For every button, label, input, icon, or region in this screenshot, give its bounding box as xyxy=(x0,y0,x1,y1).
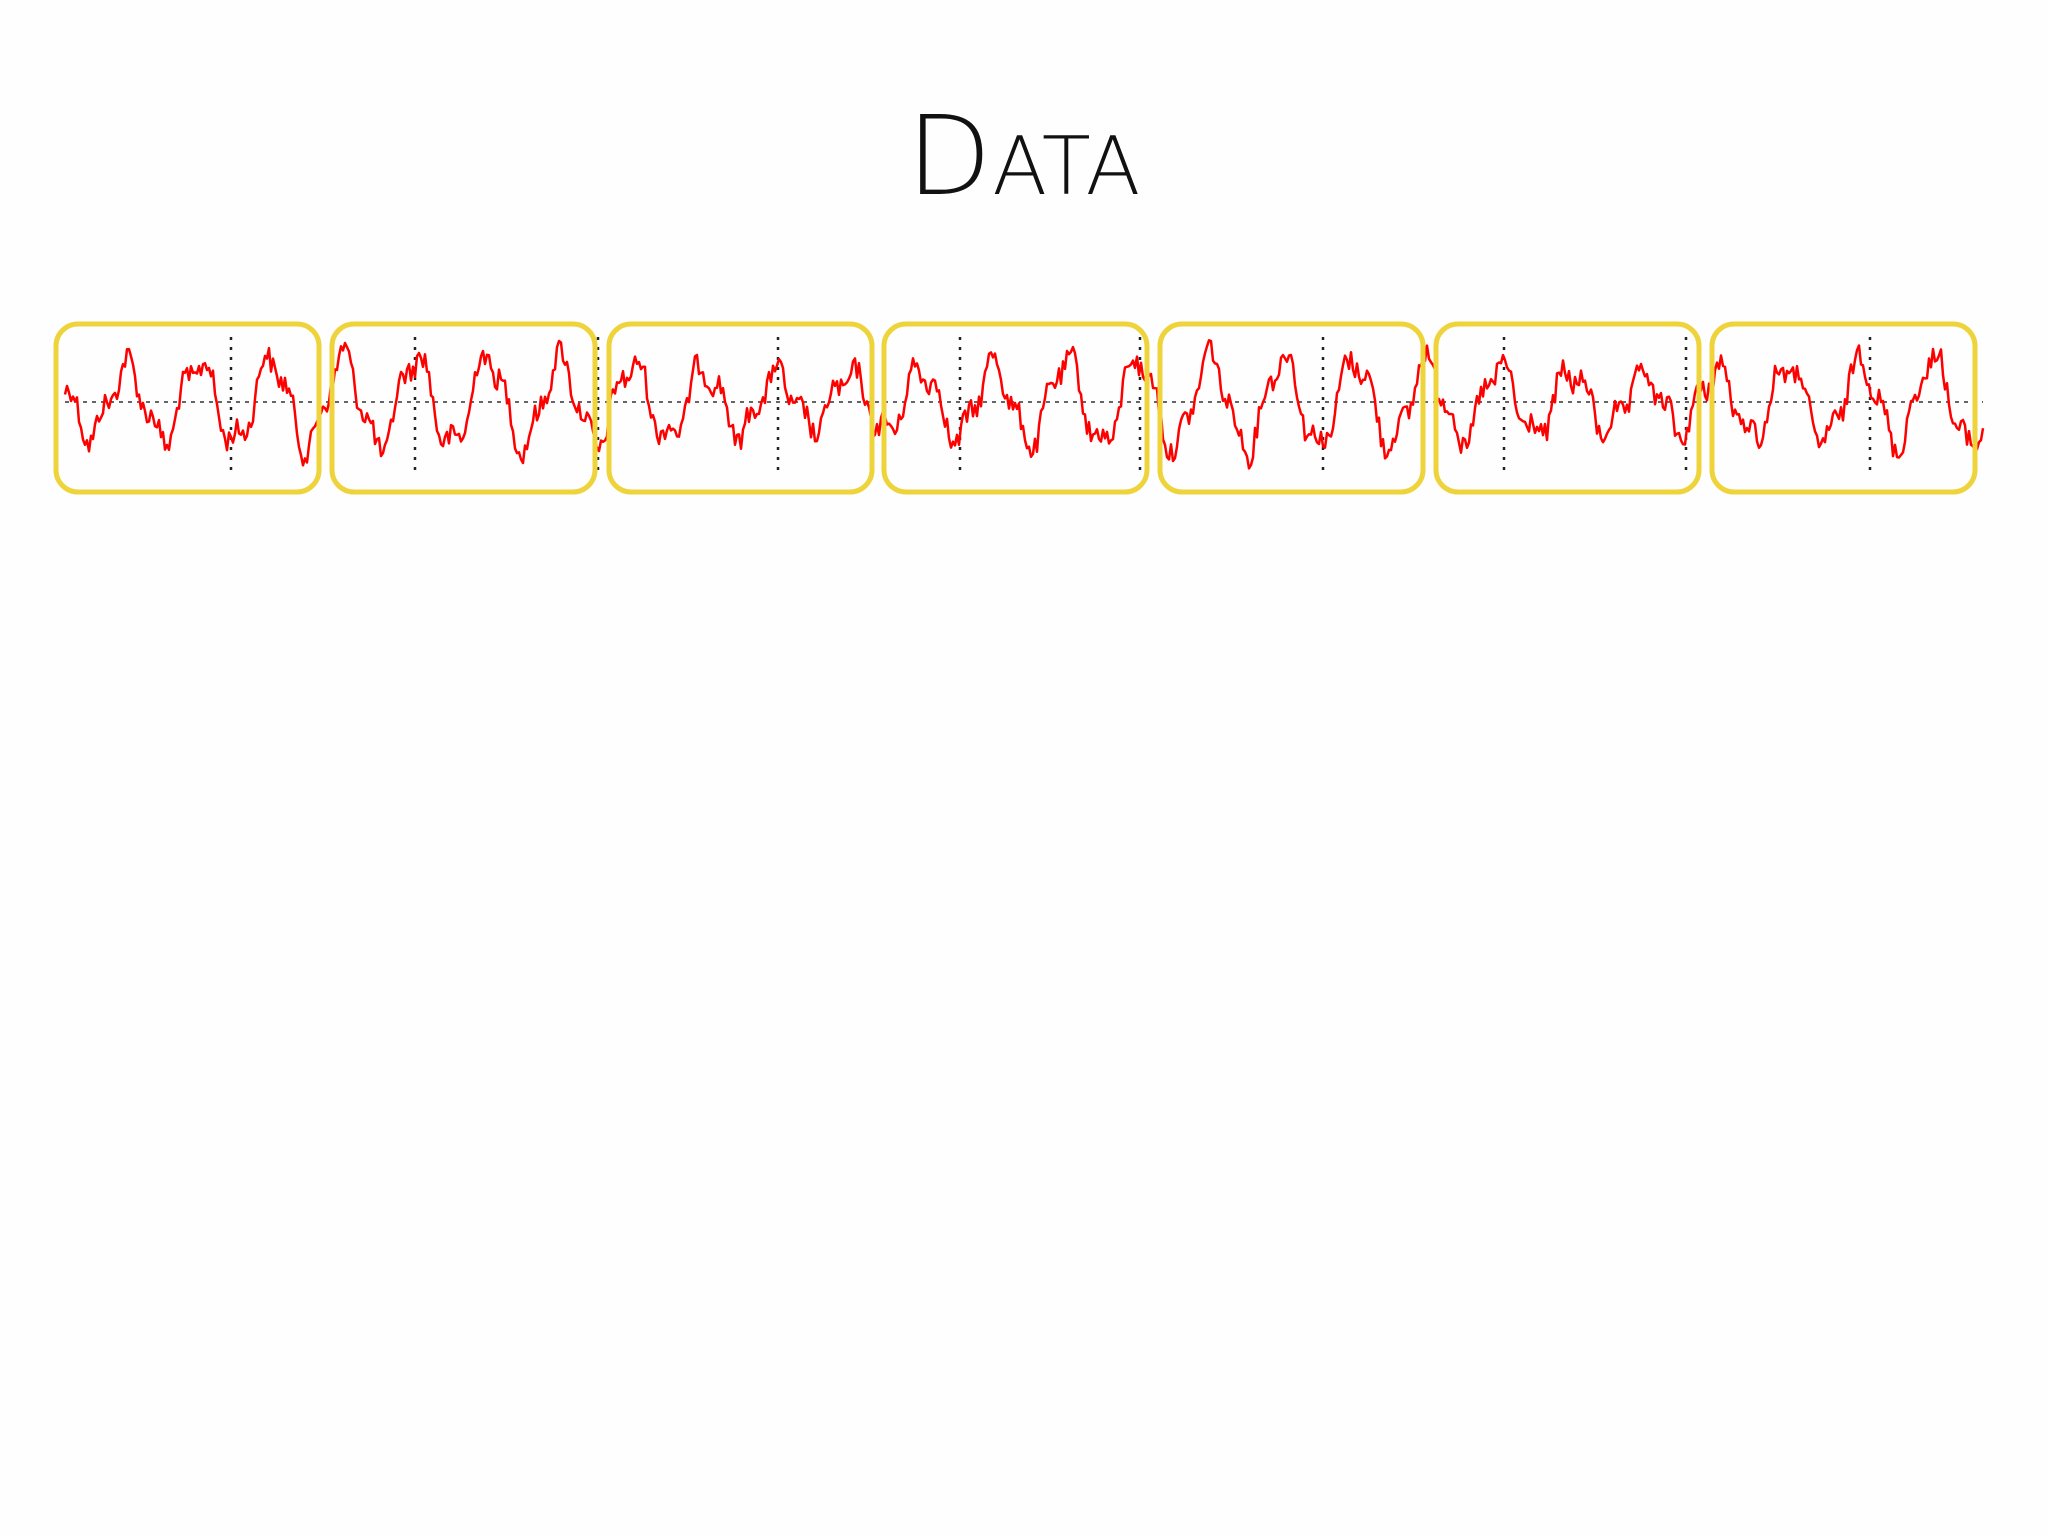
slide-title: DATA xyxy=(906,92,1142,220)
waveform xyxy=(63,339,1985,470)
segment-box xyxy=(53,321,322,495)
segment-box xyxy=(881,321,1150,495)
segment-box xyxy=(606,321,875,495)
segment-box xyxy=(1433,321,1702,495)
segment-box xyxy=(1157,321,1426,495)
signal-waveform xyxy=(63,339,1985,470)
guide-lines xyxy=(65,337,1983,473)
segment-boxes xyxy=(53,321,1978,495)
segment-box xyxy=(329,321,598,495)
segment-box xyxy=(1709,321,1978,495)
